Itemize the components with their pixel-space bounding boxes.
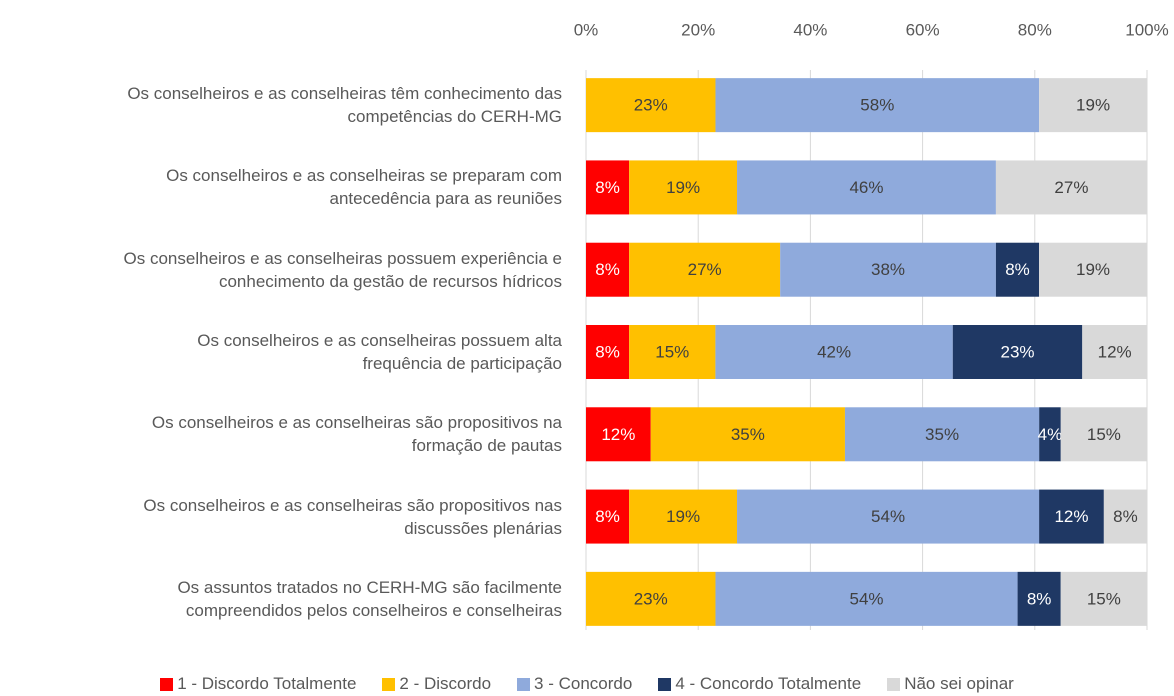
- category-label: Os conselheiros e as conselheiras têm co…: [127, 84, 562, 127]
- data-label: 54%: [871, 507, 905, 526]
- legend-item: 1 - Discordo Totalmente: [160, 674, 356, 694]
- legend-swatch: [658, 677, 672, 691]
- legend-item: 3 - Concordo: [517, 674, 632, 694]
- data-label: 23%: [1001, 342, 1035, 361]
- data-label: 19%: [666, 507, 700, 526]
- bar-segment: [952, 325, 1083, 379]
- data-label: 23%: [634, 96, 668, 115]
- data-label: 19%: [1076, 260, 1110, 279]
- data-label: 8%: [1027, 589, 1052, 608]
- category-label: Os conselheiros e as conselheiras possue…: [197, 331, 562, 373]
- data-label: 38%: [871, 260, 905, 279]
- data-label: 8%: [1005, 260, 1030, 279]
- legend-label: Não sei opinar: [904, 674, 1014, 693]
- data-label: 8%: [595, 260, 620, 279]
- bar-segment: [1103, 489, 1147, 544]
- bar-segment: [1060, 407, 1148, 462]
- legend: 1 - Discordo Totalmente 2 - Discordo 3 - C…: [0, 674, 1174, 694]
- bar-segment: [1039, 489, 1104, 544]
- data-label: 15%: [655, 342, 689, 361]
- data-label: 58%: [860, 96, 894, 115]
- data-label: 19%: [1076, 96, 1110, 115]
- data-label: 12%: [1054, 507, 1088, 526]
- bar-segment: [586, 160, 630, 215]
- bar-segment: [1039, 407, 1061, 462]
- bar-segment: [586, 325, 630, 379]
- data-label: 15%: [1087, 589, 1121, 608]
- data-label: 27%: [688, 260, 722, 279]
- data-label: 19%: [666, 178, 700, 197]
- bar-segment: [629, 160, 738, 215]
- bar-segment: [586, 489, 630, 544]
- data-label: 8%: [595, 342, 620, 361]
- bar-segment: [586, 571, 716, 626]
- x-tick-label: 0%: [574, 20, 599, 39]
- data-label: 8%: [1113, 507, 1138, 526]
- data-label: 8%: [595, 178, 620, 197]
- bar-segment: [995, 160, 1147, 215]
- legend-label: 2 - Discordo: [399, 674, 492, 693]
- bar-segment: [737, 160, 996, 215]
- x-tick-label: 60%: [906, 20, 940, 39]
- legend-item: Não sei opinar: [887, 674, 1014, 694]
- x-tick-label: 20%: [681, 20, 715, 39]
- legend-item: 4 - Concordo Totalmente: [658, 674, 861, 694]
- bar-segment: [844, 407, 1040, 462]
- bar-segment: [629, 489, 738, 544]
- data-label: 12%: [601, 425, 635, 444]
- bar-segment: [715, 325, 953, 379]
- bar-segment: [995, 242, 1040, 297]
- bar-segment: [1082, 325, 1147, 379]
- bar-segment: [586, 407, 651, 462]
- legend-label: 1 - Discordo Totalmente: [177, 674, 357, 693]
- x-tick-label: 80%: [1018, 20, 1052, 39]
- bar-segment: [1060, 571, 1147, 626]
- data-label: 23%: [634, 589, 668, 608]
- bar-segment: [1039, 242, 1147, 297]
- data-label: 27%: [1054, 178, 1088, 197]
- category-label: Os assuntos tratados no CERH-MG são faci…: [177, 577, 562, 620]
- bar-segment: [586, 242, 630, 297]
- legend-swatch: [517, 677, 531, 691]
- bar-segment: [715, 78, 1040, 133]
- x-tick-label: 40%: [793, 20, 827, 39]
- category-label: Os conselheiros e as conselheiras são pr…: [151, 413, 562, 456]
- bar-segment: [737, 489, 1040, 544]
- category-label: Os conselheiros e as conselheiras se pre…: [166, 166, 562, 209]
- data-label: 4%: [1038, 425, 1063, 444]
- x-tick-label: 100%: [1125, 20, 1168, 39]
- bar-segment: [650, 407, 845, 462]
- legend-swatch: [382, 677, 396, 691]
- category-label: Os conselheiros e as conselheiras são pr…: [143, 495, 562, 538]
- bar-segment: [715, 571, 1018, 626]
- data-label: 8%: [595, 507, 620, 526]
- legend-label: 4 - Concordo Totalmente: [675, 674, 862, 693]
- bar-segment: [780, 242, 996, 297]
- data-label: 42%: [817, 342, 851, 361]
- legend-swatch: [887, 677, 901, 691]
- legend-swatch: [160, 677, 174, 691]
- data-label: 46%: [849, 178, 883, 197]
- legend-item: 2 - Discordo: [382, 674, 491, 694]
- legend-label: 3 - Concordo: [534, 674, 633, 693]
- data-label: 54%: [850, 589, 884, 608]
- data-label: 35%: [731, 425, 765, 444]
- bar-segment: [629, 242, 781, 297]
- data-label: 15%: [1087, 425, 1121, 444]
- bar-segment: [586, 78, 716, 133]
- bar-segment: [1017, 571, 1061, 626]
- data-label: 12%: [1098, 342, 1132, 361]
- category-label: Os conselheiros e as conselheiras possue…: [123, 248, 562, 291]
- bar-segment: [1039, 78, 1147, 133]
- data-label: 35%: [925, 425, 959, 444]
- bar-segment: [629, 325, 716, 379]
